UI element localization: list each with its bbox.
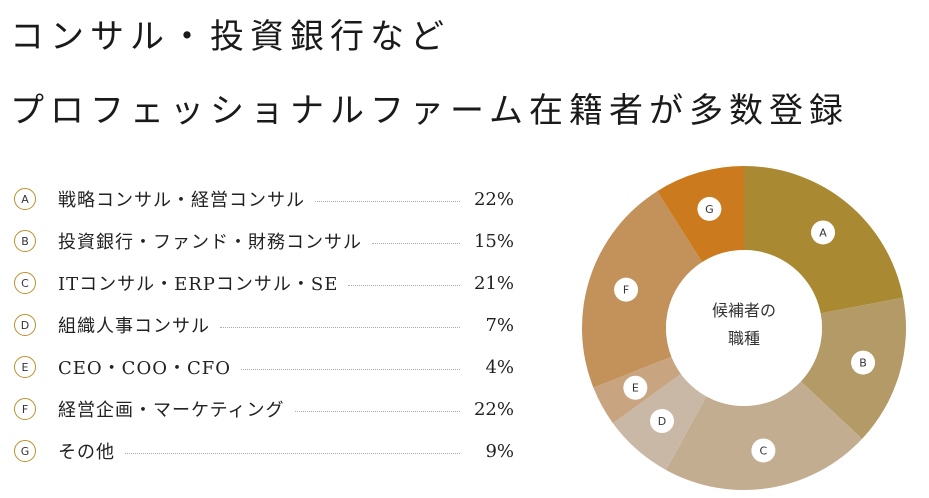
legend-value: 4%: [485, 356, 514, 378]
legend-badge: D: [14, 314, 36, 336]
legend-leader-dots: [220, 326, 460, 328]
slice-label-b: B: [851, 350, 876, 375]
slice-label-text: G: [705, 203, 714, 216]
slice-label-text: D: [658, 415, 666, 428]
chart-legend: A 戦略コンサル・経営コンサル 22% B 投資銀行・ファンド・財務コンサル 1…: [14, 178, 514, 472]
legend-value: 22%: [473, 398, 514, 420]
legend-leader-dots: [372, 242, 460, 244]
slice-label-g: G: [697, 196, 722, 221]
legend-item-b: B 投資銀行・ファンド・財務コンサル 15%: [14, 220, 514, 262]
slice-label-text: C: [760, 444, 768, 457]
slice-label-bg: [811, 220, 836, 245]
slice-label-bg: [649, 409, 674, 434]
legend-leader-dots: [125, 452, 460, 454]
legend-badge: G: [14, 440, 36, 462]
slice-label-bg: [623, 375, 648, 400]
legend-label: その他: [58, 442, 115, 463]
legend-item-g: G その他 9%: [14, 430, 514, 472]
slice-label-text: A: [819, 226, 827, 239]
legend-label: 経営企画・マーケティング: [58, 400, 285, 421]
legend-leader-dots: [348, 284, 460, 286]
legend-leader-dots: [240, 368, 460, 370]
headline-line-1: コンサル・投資銀行など: [10, 17, 450, 57]
legend-item-c: C ITコンサル・ERPコンサル・SE 21%: [14, 262, 514, 304]
slice-label-bg: [697, 196, 722, 221]
legend-leader-dots: [315, 200, 460, 202]
legend-item-f: F 経営企画・マーケティング 22%: [14, 388, 514, 430]
legend-label: CEO・COO・CFO: [58, 358, 231, 379]
slice-label-bg: [614, 277, 639, 302]
slice-label-d: D: [649, 409, 674, 434]
donut-center: [666, 250, 822, 406]
legend-badge: F: [14, 398, 36, 420]
center-label-line: 職種: [728, 329, 760, 348]
legend-badge: A: [14, 188, 36, 210]
center-label-line: 候補者の: [712, 301, 776, 320]
legend-badge: C: [14, 272, 36, 294]
legend-value: 21%: [473, 272, 514, 294]
headline: コンサル・投資銀行など プロフェッショナルファーム在籍者が多数登録: [10, 0, 849, 148]
slice-label-text: B: [859, 357, 867, 370]
legend-item-a: A 戦略コンサル・経営コンサル 22%: [14, 178, 514, 220]
legend-item-d: D 組織人事コンサル 7%: [14, 304, 514, 346]
headline-line-2: プロフェッショナルファーム在籍者が多数登録: [10, 91, 849, 131]
slice-label-c: C: [751, 438, 776, 463]
slice-f: [582, 191, 703, 388]
slice-label-text: E: [632, 382, 639, 395]
slice-label-bg: [851, 350, 876, 375]
legend-label: ITコンサル・ERPコンサル・SE: [58, 274, 339, 295]
legend-item-e: E CEO・COO・CFO 4%: [14, 346, 514, 388]
legend-value: 9%: [485, 440, 514, 462]
legend-value: 22%: [473, 188, 514, 210]
legend-value: 15%: [473, 230, 514, 252]
slice-label-text: F: [623, 284, 629, 297]
legend-label: 組織人事コンサル: [58, 316, 210, 337]
slice-c: [665, 381, 863, 490]
slice-label-f: F: [614, 277, 639, 302]
slice-label-e: E: [623, 375, 648, 400]
legend-badge: E: [14, 356, 36, 378]
legend-badge: B: [14, 230, 36, 252]
slice-label-a: A: [811, 220, 836, 245]
legend-leader-dots: [294, 410, 460, 412]
legend-label: 戦略コンサル・経営コンサル: [58, 190, 305, 211]
legend-label: 投資銀行・ファンド・財務コンサル: [58, 232, 362, 253]
slice-label-bg: [751, 438, 776, 463]
legend-value: 7%: [485, 314, 514, 336]
